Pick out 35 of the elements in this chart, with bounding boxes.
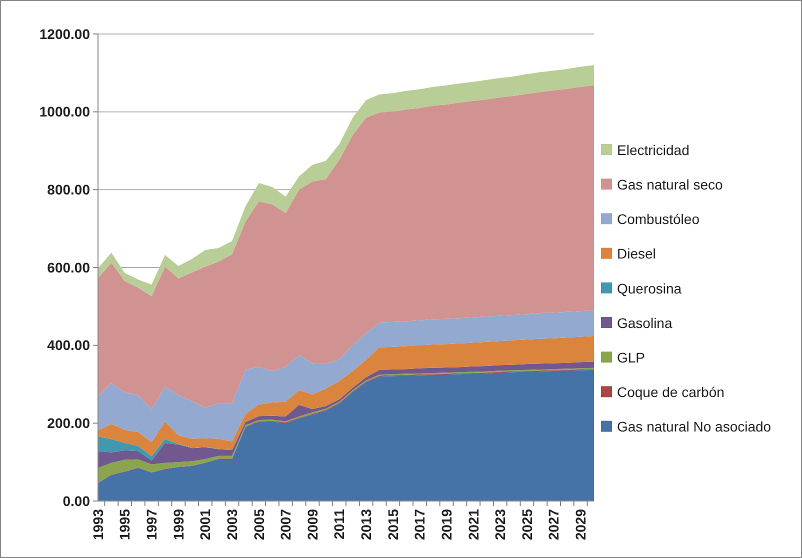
y-tick-label: 200.00 [47,415,90,432]
x-tick-label: 2009 [304,508,320,540]
x-tick-label: 2021 [465,508,482,540]
x-tick-label: 1999 [170,508,186,540]
legend-label: Electricidad [617,142,690,158]
legend-label: GLP [617,350,646,366]
y-tick-label: 0.00 [62,492,90,509]
legend-label: Gasolina [617,314,672,331]
y-tick-label: 800.00 [47,182,90,198]
legend-label: Coque de carbón [617,384,724,400]
x-tick-label: 1997 [144,508,160,540]
x-tick-label: 2011 [331,508,348,540]
legend-label: Gas natural No asociado [617,418,772,435]
x-tick-label: 2017 [412,508,428,540]
y-tick-label: 1000.00 [39,104,90,120]
y-tick-label: 1200.00 [39,26,90,42]
x-tick-label: 2025 [518,508,535,540]
legend-label: Combustóleo [617,211,700,228]
x-tick-label: 2001 [197,508,214,540]
legend-label: Diesel [617,246,656,262]
x-tick-label: 2003 [224,508,240,540]
y-tick-label: 400.00 [47,337,90,354]
legend-label: Querosina [617,280,682,296]
x-tick-label: 2027 [546,508,562,540]
x-tick-label: 2015 [384,508,401,540]
y-tick-label: 600.00 [47,259,90,276]
x-tick-label: 1995 [116,508,133,540]
x-tick-label: 2023 [492,508,508,540]
x-tick-label: 2013 [358,508,374,540]
x-tick-label: 1993 [90,508,106,540]
legend-label: Gas natural seco [617,176,724,192]
x-tick-label: 2029 [572,508,588,540]
x-tick-label: 2007 [278,508,294,540]
x-tick-label: 2019 [438,508,454,540]
x-tick-label: 2005 [250,508,267,540]
